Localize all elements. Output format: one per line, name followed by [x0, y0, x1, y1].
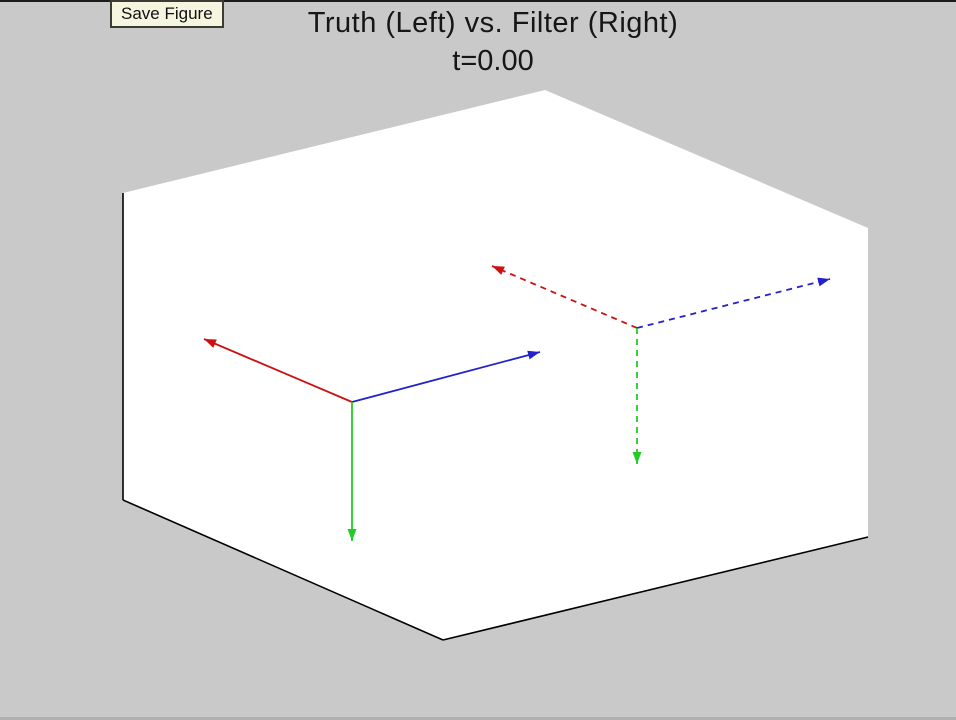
save-figure-button[interactable]: Save Figure [110, 0, 224, 28]
pane-edge [442, 536, 869, 641]
window-top-edge [0, 0, 956, 2]
axes-pane [123, 90, 868, 640]
pane-edge [122, 499, 444, 641]
arrow-filter-y-axis [636, 277, 831, 329]
window-bottom-edge [0, 717, 956, 720]
arrow-truth-z-axis [347, 402, 357, 541]
arrow-truth-y-axis [351, 350, 541, 403]
arrow-filter-z-axis [632, 328, 642, 464]
arrow-filter-x-axis [491, 265, 638, 329]
arrow-truth-x-axis [203, 338, 353, 403]
